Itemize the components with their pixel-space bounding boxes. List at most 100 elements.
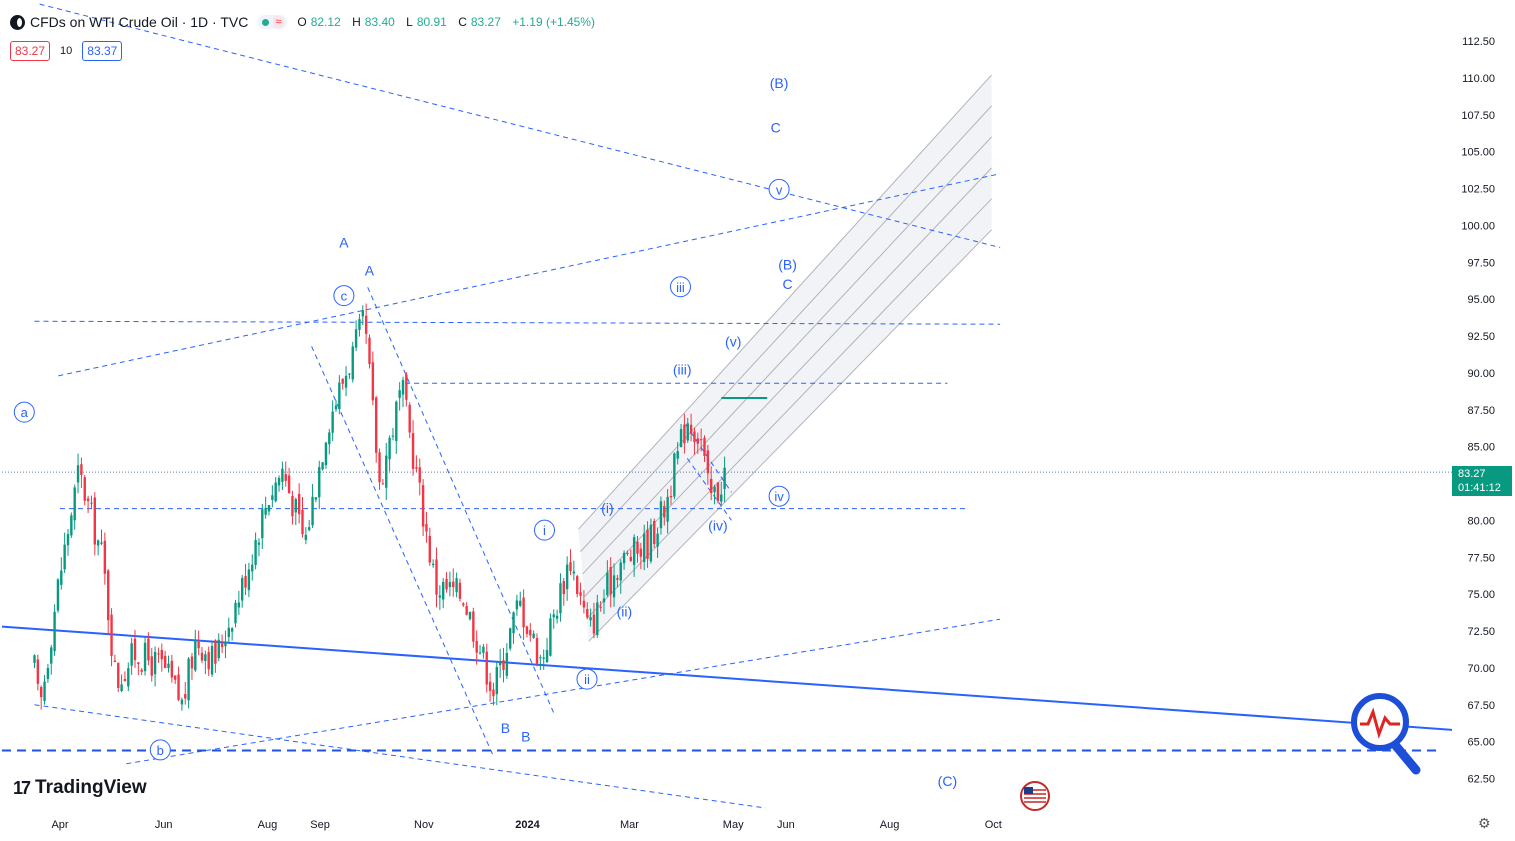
candle-body — [596, 602, 599, 636]
candle-body — [723, 467, 726, 489]
candle-body — [348, 373, 351, 375]
candle-body — [318, 467, 321, 498]
candle-body — [619, 562, 622, 581]
candle-body — [535, 638, 539, 664]
candle-body — [693, 431, 696, 443]
candle-body — [468, 611, 472, 620]
candle-body — [247, 569, 251, 591]
candle-body — [673, 453, 676, 497]
candle-body — [334, 405, 338, 410]
market-open-dot-icon — [262, 18, 270, 26]
y-tick-label: 75.00 — [1467, 589, 1495, 601]
wave-label: A — [365, 263, 375, 279]
candle-body — [683, 424, 686, 444]
candle-body — [123, 679, 127, 682]
candle-body — [267, 504, 271, 512]
candle-body — [421, 485, 425, 527]
candle-body — [43, 681, 46, 701]
chart-header: CFDs on WTI Crude Oil · 1D · TVC ≈ O 82.1… — [10, 14, 599, 30]
candle-body — [555, 615, 559, 619]
candle-body — [539, 657, 542, 659]
y-tick-label: 95.00 — [1467, 294, 1495, 306]
candle-body — [529, 629, 532, 636]
candle-body — [127, 668, 130, 687]
candle-body — [579, 592, 582, 596]
candle-body — [515, 600, 519, 610]
settings-gear-icon[interactable]: ⚙ — [1478, 815, 1491, 831]
wave-label: B — [501, 720, 510, 736]
candle-body — [552, 614, 555, 618]
candle-body — [254, 539, 257, 565]
candle-body — [358, 319, 361, 330]
candle-body — [117, 662, 120, 689]
candle-body — [408, 404, 411, 433]
candle-body — [385, 455, 388, 488]
wave-label: (B) — [778, 257, 797, 273]
x-tick-label: Sep — [310, 819, 330, 831]
candle-body — [425, 523, 428, 532]
candle-body — [301, 509, 304, 535]
candle-body — [120, 684, 123, 692]
symbol-title[interactable]: CFDs on WTI Crude Oil · 1D · TVC — [30, 14, 249, 30]
candle-body — [271, 495, 274, 500]
candle-body — [706, 450, 710, 474]
market-status-pill[interactable]: ≈ — [258, 15, 288, 29]
open-label: O — [297, 15, 307, 29]
candle-body — [50, 647, 53, 664]
candle-body — [338, 382, 341, 410]
candle-body — [649, 524, 653, 562]
y-tick-label: 77.50 — [1467, 552, 1495, 564]
wave-label-circle — [149, 739, 171, 761]
candle-body — [361, 310, 364, 317]
candle-body — [354, 329, 358, 348]
candle-body — [33, 655, 36, 663]
candle-body — [452, 581, 455, 588]
x-tick-label: Apr — [51, 819, 68, 831]
close-label: C — [458, 15, 467, 29]
candle-body — [140, 669, 143, 672]
tradingview-logo[interactable]: 17 TradingView — [13, 777, 147, 799]
candle-body — [398, 390, 401, 398]
candle-body — [646, 529, 649, 559]
price-axis — [1452, 0, 1515, 836]
candle-body — [217, 639, 220, 659]
candle-body — [663, 506, 666, 518]
candle-body — [46, 668, 50, 679]
wave-label: (ii) — [617, 603, 633, 619]
candle-body — [103, 540, 107, 574]
rising-resistance-trendline — [58, 173, 1001, 377]
candle-body — [107, 570, 110, 621]
candle-body — [297, 493, 301, 515]
wave-label: (B) — [770, 75, 789, 91]
candle-body — [244, 576, 247, 588]
candle-body — [170, 660, 174, 678]
y-tick-label: 92.50 — [1467, 331, 1495, 343]
candle-body — [304, 534, 308, 540]
y-tick-label: 85.00 — [1467, 442, 1495, 454]
candle-body — [76, 465, 80, 483]
spread-value: 10 — [60, 45, 73, 57]
low-label: L — [406, 15, 413, 29]
x-tick-label: Oct — [985, 819, 1002, 831]
data-delay-icon: ≈ — [273, 16, 284, 28]
channel-line — [586, 198, 992, 620]
sell-button[interactable]: 83.27 — [10, 41, 51, 61]
y-tick-label: 72.50 — [1467, 626, 1495, 638]
pullback-lower-line — [686, 458, 732, 521]
candle-body — [576, 576, 579, 595]
candle-body — [227, 627, 230, 638]
y-tick-label: 70.00 — [1467, 663, 1495, 675]
candle-body — [314, 497, 318, 500]
candle-body — [147, 638, 150, 661]
candle-body — [364, 315, 368, 334]
candle-body — [679, 429, 683, 448]
candle-body — [110, 614, 113, 656]
candle-body — [418, 467, 421, 483]
buy-button[interactable]: 83.37 — [82, 41, 123, 61]
candle-body — [224, 641, 227, 647]
x-tick-label: Aug — [258, 819, 278, 831]
candle-body — [321, 462, 324, 470]
candle-body — [572, 571, 576, 574]
